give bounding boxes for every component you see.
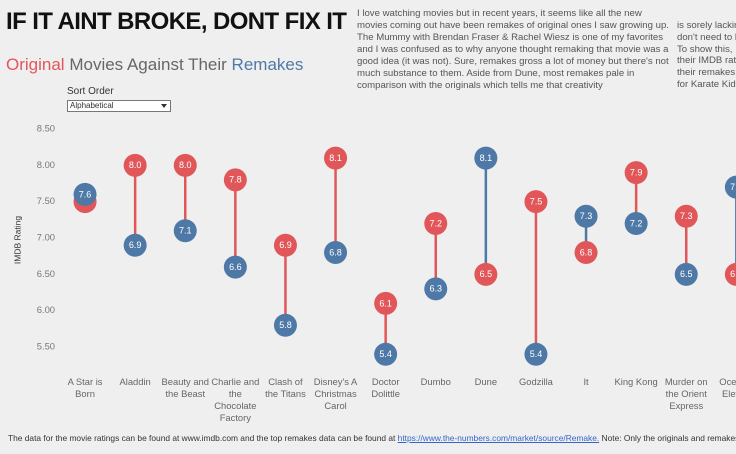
- description: I love watching movies but in recent yea…: [357, 8, 669, 91]
- sort-dropdown[interactable]: Alphabetical: [67, 100, 171, 112]
- dot-1: [624, 211, 648, 235]
- dot-0: [474, 262, 498, 286]
- value-label: 7.8: [229, 175, 242, 185]
- dot-0: [223, 168, 247, 192]
- dot-1: [73, 182, 97, 206]
- side-note-line: To show this, I to: [677, 43, 736, 55]
- value-label: 8.0: [179, 160, 192, 170]
- dot-1: [173, 219, 197, 243]
- x-tick-label: King Kong: [614, 376, 658, 387]
- dropdown-arrow: [161, 104, 167, 108]
- dot-0: [273, 233, 297, 257]
- dot-1: [474, 146, 498, 170]
- value-label: 6.5: [730, 269, 736, 279]
- value-label: 5.4: [379, 349, 392, 359]
- value-label: 7.3: [580, 211, 593, 221]
- value-label: 5.8: [279, 320, 292, 330]
- dot-1: [674, 262, 698, 286]
- value-label: 7.7: [730, 182, 736, 192]
- y-tick-label: 8.00: [37, 159, 55, 170]
- x-tick-label: Murder on the Orient Express: [664, 376, 708, 411]
- x-tick-label: Beauty and the Beast: [161, 376, 209, 399]
- x-tick-label: Dumbo: [420, 376, 451, 387]
- legend-original: Original: [6, 55, 65, 74]
- footer-note: Note: Only the originals and remakes wer…: [601, 433, 736, 443]
- x-tick-label: Doctor Dolittle: [371, 376, 400, 399]
- subtitle: Original Movies Against Their Remakes: [6, 55, 303, 75]
- y-tick-label: 6.00: [37, 304, 55, 315]
- value-label: 7.3: [680, 211, 693, 221]
- dot-1: [424, 277, 448, 301]
- value-label: 7.1: [179, 226, 192, 236]
- side-note-line: don't need to be: [677, 31, 736, 43]
- side-note-line: their IMDB ratin: [677, 55, 736, 67]
- value-label: 7.9: [630, 167, 643, 177]
- value-label: 5.4: [530, 349, 543, 359]
- x-tick-label: Disney's A Christmas Carol: [313, 376, 358, 411]
- dot-0: [324, 146, 348, 170]
- value-label: 8.1: [480, 153, 493, 163]
- value-label: 6.5: [680, 269, 693, 279]
- legend-remakes: Remakes: [231, 55, 304, 74]
- title: IF IT AINT BROKE, DONT FIX IT: [6, 8, 347, 35]
- dot-0: [374, 291, 398, 315]
- value-label: 6.3: [429, 284, 442, 294]
- footer-text: The data for the movie ratings can be fo…: [8, 433, 398, 443]
- dot-0: [674, 204, 698, 228]
- x-tick-label: It: [583, 376, 589, 387]
- value-label: 7.2: [429, 218, 442, 228]
- dot-0: [624, 161, 648, 185]
- side-note-line: for Karate Kid w: [677, 78, 736, 90]
- value-label: 7.2: [630, 218, 643, 228]
- value-label: 6.8: [329, 247, 342, 257]
- dot-0: [524, 190, 548, 214]
- dot-1: [524, 342, 548, 366]
- y-tick-label: 5.50: [37, 340, 55, 351]
- value-label: 6.6: [229, 262, 242, 272]
- x-tick-label: Charlie and the Chocolate Factory: [211, 376, 260, 423]
- dot-1: [374, 342, 398, 366]
- dot-1: [223, 255, 247, 279]
- sort-label: Sort Order: [67, 86, 114, 97]
- dot-1: [123, 233, 147, 257]
- value-label: 8.1: [329, 153, 342, 163]
- value-label: 6.1: [379, 298, 392, 308]
- dot-0: [724, 262, 736, 286]
- value-label: 6.9: [129, 240, 142, 250]
- dot-1: [273, 313, 297, 337]
- dot-0: [574, 241, 598, 265]
- dot-1: [574, 204, 598, 228]
- dot-1: [724, 175, 736, 199]
- dot-0: [173, 153, 197, 177]
- x-tick-label: A Star is Born: [67, 376, 103, 399]
- y-tick-label: 8.50: [37, 122, 55, 133]
- y-axis-label: IMDB Rating: [12, 216, 22, 264]
- value-label: 6.8: [580, 247, 593, 257]
- y-tick-label: 7.00: [37, 231, 55, 242]
- side-note-line: their remakes. O: [677, 67, 736, 79]
- x-tick-label: Clash of the Titans: [265, 376, 306, 399]
- dot-0: [424, 211, 448, 235]
- value-label: 6.9: [279, 240, 292, 250]
- value-label: 7.5: [530, 197, 543, 207]
- x-tick-label: Aladdin: [119, 376, 151, 387]
- subtitle-text: Movies Against Their: [69, 55, 227, 74]
- y-tick-label: 6.50: [37, 268, 55, 279]
- sort-value: Alphabetical: [70, 101, 114, 110]
- y-tick-label: 7.50: [37, 195, 55, 206]
- dot-0: [123, 153, 147, 177]
- footer-link[interactable]: https://www.the-numbers.com/market/sourc…: [397, 433, 600, 443]
- value-label: 7.6: [79, 189, 92, 199]
- side-note: is sorely lackingdon't need to beTo show…: [677, 20, 736, 91]
- side-note-line: is sorely lacking: [677, 20, 736, 31]
- x-tick-label: Ocean's Eleven: [719, 376, 736, 399]
- value-label: 8.0: [129, 160, 142, 170]
- x-tick-label: Godzilla: [519, 376, 553, 387]
- footer: The data for the movie ratings can be fo…: [8, 433, 736, 443]
- value-label: 6.5: [480, 269, 493, 279]
- x-tick-label: Dune: [474, 376, 498, 387]
- dot-1: [324, 241, 348, 265]
